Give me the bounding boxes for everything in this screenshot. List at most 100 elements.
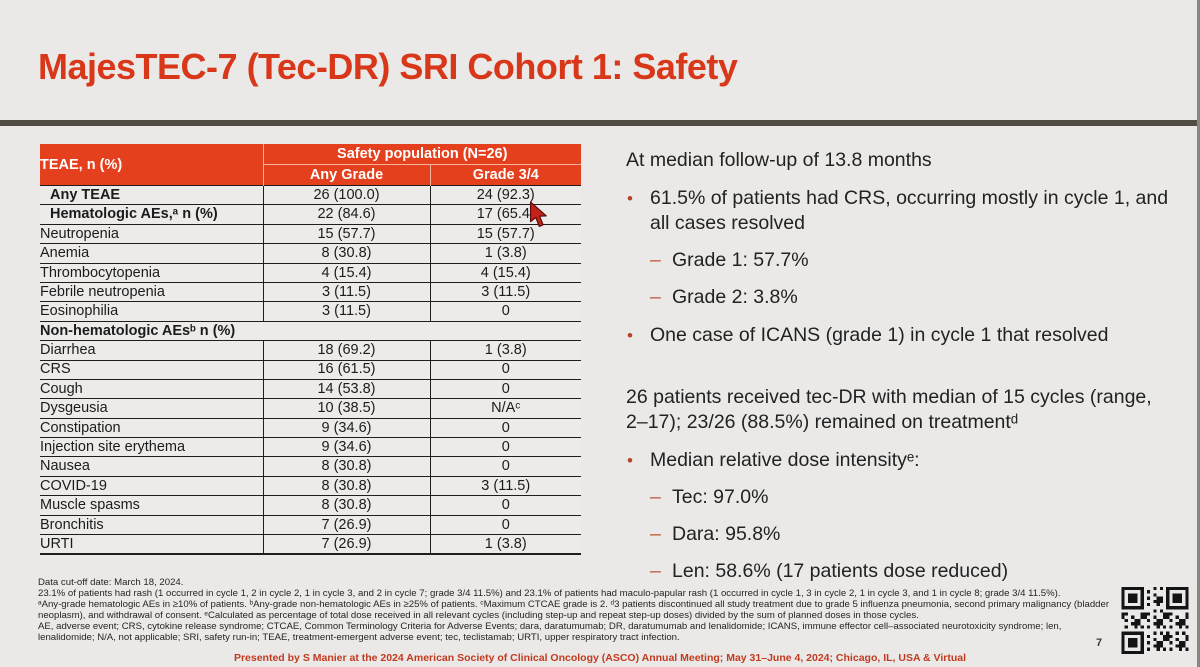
table-cell: 8 (30.8)	[262, 475, 430, 496]
table-cell: 9 (34.6)	[262, 417, 430, 438]
sub-bullet-dash-icon: –	[650, 249, 661, 271]
bullet-dot-icon: •	[627, 451, 633, 470]
table-cell: 1 (3.8)	[429, 534, 581, 556]
sub-bullet-item: – Tec: 97.0%	[650, 485, 1172, 510]
table-cell: 0	[429, 514, 581, 535]
footnote-line: 23.1% of patients had rash (1 occurred i…	[38, 587, 1061, 599]
table-row: Diarrhea 18 (69.2) 1 (3.8)	[40, 340, 581, 361]
table-cell: Cough	[40, 378, 263, 399]
table-cell: 3 (11.5)	[429, 281, 581, 302]
mouse-cursor-icon	[529, 201, 547, 228]
table-cell: Injection site erythema	[40, 437, 263, 457]
footnote-line: ᵃAny-grade hematologic AEs in ≥10% of pa…	[38, 598, 1110, 621]
span-header-cell: Safety population (N=26)	[262, 144, 581, 165]
table-cell: Constipation	[40, 417, 263, 438]
sub-bullet-dash-icon: –	[650, 523, 661, 545]
table-cell: 15 (57.7)	[429, 223, 581, 244]
table-cell: 14 (53.8)	[262, 378, 430, 399]
table-cell: 0	[429, 437, 581, 457]
table-cell: 26 (100.0)	[262, 184, 430, 205]
panel-heading: At median follow-up of 13.8 months	[626, 149, 932, 171]
table-cell: 0	[429, 456, 581, 477]
table-cell: Hematologic AEs,ᵃ n (%)	[40, 204, 263, 225]
bullet-item: • 61.5% of patients had CRS, occurring mo…	[624, 186, 1172, 236]
table-row: Cough 14 (53.8) 0	[40, 378, 581, 399]
table-cell: 0	[429, 495, 581, 516]
bullet-text: 61.5% of patients had CRS, occurring mos…	[650, 187, 1169, 234]
footnote-line: Data cut-off date: March 18, 2024.	[38, 577, 184, 588]
bullet-text: One case of ICANS (grade 1) in cycle 1 t…	[650, 324, 1109, 346]
table-cell: 15 (57.7)	[262, 223, 430, 244]
table-cell: 22 (84.6)	[262, 204, 430, 225]
page-number: 7	[1096, 637, 1103, 649]
table-row: Dysgeusia 10 (38.5) N/Aᶜ	[40, 398, 581, 419]
table-cell: 4 (15.4)	[429, 262, 581, 283]
table-row: Bronchitis 7 (26.9) 0	[40, 514, 581, 535]
table-cell: 4 (15.4)	[262, 262, 430, 283]
table-row: Nausea 8 (30.8) 0	[40, 456, 581, 477]
table-cell: 16 (61.5)	[262, 359, 430, 380]
table-row: Muscle spasms 8 (30.8) 0	[40, 495, 581, 516]
table-cell: Bronchitis	[40, 514, 263, 535]
title-divider	[0, 120, 1200, 126]
table-cell: 8 (30.8)	[262, 243, 430, 264]
right-panel: At median follow-up of 13.8 months • 61.5%…	[624, 148, 1172, 584]
table-cell: Diarrhea	[40, 340, 263, 361]
table-cell: 3 (11.5)	[262, 301, 430, 322]
teae-table-wrap: TEAE, n (%) Safety population (N=26) Any…	[40, 144, 581, 556]
slide-title: MajesTEC-7 (Tec-DR) SRI Cohort 1: Safety	[38, 46, 738, 87]
bullet-item: • Median relative dose intensityᵉ:	[624, 448, 1172, 473]
table-cell: N/Aᶜ	[429, 398, 581, 419]
qr-code	[1121, 587, 1189, 654]
table-cell: Eosinophilia	[40, 301, 263, 322]
bullet-item: • One case of ICANS (grade 1) in cycle 1 …	[624, 323, 1172, 348]
table-cell: Anemia	[40, 243, 263, 264]
table-cell: 0	[429, 359, 581, 380]
table-row: Anemia 8 (30.8) 1 (3.8)	[40, 243, 581, 264]
table-row: Eosinophilia 3 (11.5) 0	[40, 301, 581, 322]
panel-heading: 26 patients received tec-DR with median …	[626, 386, 1152, 433]
teae-table-body: Any TEAE 26 (100.0) 24 (92.3) Hematologic A…	[40, 184, 581, 556]
sub-bullet-text: Tec: 97.0%	[672, 486, 769, 508]
sub-bullet-dash-icon: –	[650, 486, 661, 508]
table-cell: 17 (65.4)	[429, 204, 581, 225]
sub-bullet-item: – Grade 1: 57.7%	[650, 248, 1172, 273]
presentation-credit: Presented by S Manier at the 2024 Americ…	[233, 652, 967, 664]
table-cell: URTI	[40, 534, 263, 556]
table-cell: Non-hematologic AEsᵇ n (%)	[40, 320, 581, 341]
table-cell: CRS	[40, 359, 263, 380]
sub-bullet-text: Dara: 95.8%	[672, 523, 781, 545]
sub-bullet-dash-icon: –	[650, 286, 661, 308]
sub-bullet-text: Grade 2: 3.8%	[672, 286, 798, 308]
table-cell: 18 (69.2)	[262, 340, 430, 361]
table-row: Hematologic AEs,ᵃ n (%) 22 (84.6) 17 (65.4…	[40, 204, 581, 225]
table-row: Constipation 9 (34.6) 0	[40, 417, 581, 438]
table-cell: Dysgeusia	[40, 398, 263, 419]
table-cell: Nausea	[40, 456, 263, 477]
table-cell: 0	[429, 378, 581, 399]
bullet-dot-icon: •	[627, 326, 633, 345]
table-cell: 8 (30.8)	[262, 456, 430, 477]
table-cell: 0	[429, 417, 581, 438]
table-cell: 7 (26.9)	[262, 514, 430, 535]
table-cell: 3 (11.5)	[429, 475, 581, 496]
table-cell: Neutropenia	[40, 223, 263, 244]
sub-bullet-dash-icon: –	[650, 560, 661, 582]
slide-right-edge	[1197, 0, 1200, 667]
table-cell: 9 (34.6)	[262, 437, 430, 457]
col-header-any-grade: Any Grade	[262, 164, 430, 186]
table-cell: Febrile neutropenia	[40, 281, 263, 302]
table-row: Neutropenia 15 (57.7) 15 (57.7)	[40, 223, 581, 244]
table-row: Febrile neutropenia 3 (11.5) 3 (11.5)	[40, 281, 581, 302]
table-cell: 8 (30.8)	[262, 495, 430, 516]
footnote-line: AE, adverse event; CRS, cytokine release…	[38, 620, 1062, 643]
table-row: URTI 7 (26.9) 1 (3.8)	[40, 534, 581, 556]
table-row: Non-hematologic AEsᵇ n (%)	[40, 320, 581, 341]
table-cell: Any TEAE	[40, 184, 263, 205]
teae-table: TEAE, n (%) Safety population (N=26) Any…	[40, 144, 581, 556]
table-cell: COVID-19	[40, 475, 263, 496]
table-cell: Thrombocytopenia	[40, 262, 263, 283]
table-cell: 24 (92.3)	[429, 184, 581, 205]
table-cell: 0	[429, 301, 581, 322]
